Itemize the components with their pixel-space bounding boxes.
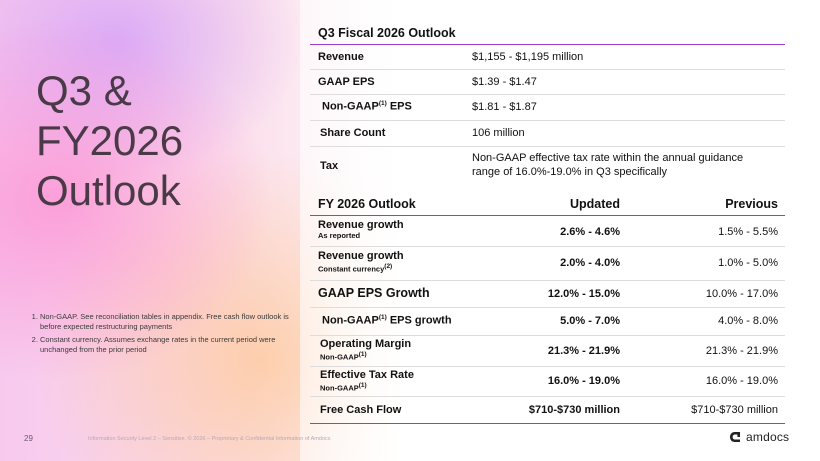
page-number: 29 bbox=[24, 434, 33, 443]
row-separator bbox=[310, 69, 785, 70]
row-separator bbox=[310, 280, 785, 281]
q3-label-tax: Tax bbox=[320, 160, 339, 172]
confidentiality-footer: Information Security Level 2 – Sensitive… bbox=[88, 436, 331, 442]
q3-value-gaap-eps: $1.39 - $1.47 bbox=[472, 76, 537, 88]
row-separator bbox=[310, 396, 785, 397]
fy-updated-non-gaap-eps-growth: 5.0% - 7.0% bbox=[560, 315, 620, 327]
fy-previous-free-cash-flow: $710-$730 million bbox=[691, 404, 778, 416]
amdocs-logo-icon bbox=[730, 432, 740, 442]
fy-previous-gaap-eps-growth: 10.0% - 17.0% bbox=[705, 288, 778, 300]
fy-previous-operating-margin: 21.3% - 21.9% bbox=[705, 345, 778, 357]
table-panel bbox=[300, 0, 820, 461]
q3-label-revenue: Revenue bbox=[318, 51, 364, 63]
fy-title-rule bbox=[310, 215, 785, 216]
fy-previous-revenue-growth-cc: 1.0% - 5.0% bbox=[718, 257, 778, 269]
q3-label-share-count: Share Count bbox=[320, 127, 386, 139]
fy-updated-revenue-growth: 2.6% - 4.6% bbox=[560, 226, 620, 238]
fy-label-revenue-growth: Revenue growth As reported bbox=[318, 219, 404, 240]
row-separator bbox=[310, 94, 785, 95]
amdocs-wordmark: amdocs bbox=[746, 430, 790, 444]
fy-label-operating-margin: Operating Margin Non-GAAP(1) bbox=[320, 338, 412, 362]
q3-value-tax: Non-GAAP effective tax rate within the a… bbox=[472, 152, 744, 178]
slide-title: Q3 & FY2026 Outlook bbox=[36, 67, 184, 214]
fy-previous-non-gaap-eps-growth: 4.0% - 8.0% bbox=[718, 315, 778, 327]
q3-label-non-gaap-eps: Non-GAAP(1) EPS bbox=[322, 100, 412, 113]
q3-value-non-gaap-eps: $1.81 - $1.87 bbox=[472, 101, 537, 113]
fy-col-previous: Previous bbox=[725, 197, 778, 211]
footnote-1: Non-GAAP. See reconciliation tables in a… bbox=[40, 312, 300, 332]
q3-label-gaap-eps: GAAP EPS bbox=[318, 76, 375, 88]
row-separator bbox=[310, 120, 785, 121]
footnotes: Non-GAAP. See reconciliation tables in a… bbox=[20, 312, 300, 358]
fy-outlook-title: FY 2026 Outlook bbox=[318, 197, 416, 211]
fy-label-non-gaap-eps-growth: Non-GAAP(1) EPS growth bbox=[322, 314, 452, 327]
fy-label-free-cash-flow: Free Cash Flow bbox=[320, 404, 402, 416]
fy-label-effective-tax-rate: Effective Tax Rate Non-GAAP(1) bbox=[320, 369, 414, 393]
fy-bottom-rule bbox=[310, 423, 785, 424]
fy-updated-effective-tax-rate: 16.0% - 19.0% bbox=[547, 375, 620, 387]
q3-value-share-count: 106 million bbox=[472, 127, 525, 139]
row-separator bbox=[310, 246, 785, 247]
fy-label-revenue-growth-cc: Revenue growth Constant currency(2) bbox=[318, 250, 404, 274]
fy-previous-effective-tax-rate: 16.0% - 19.0% bbox=[705, 375, 778, 387]
fy-col-updated: Updated bbox=[570, 197, 620, 211]
row-separator bbox=[310, 366, 785, 367]
q3-value-revenue: $1,155 - $1,195 million bbox=[472, 51, 584, 63]
row-separator bbox=[310, 307, 785, 308]
fy-updated-operating-margin: 21.3% - 21.9% bbox=[547, 345, 620, 357]
fy-label-gaap-eps-growth: GAAP EPS Growth bbox=[318, 286, 430, 300]
fy-previous-revenue-growth: 1.5% - 5.5% bbox=[718, 226, 778, 238]
q3-outlook-title: Q3 Fiscal 2026 Outlook bbox=[318, 26, 456, 40]
fy-updated-revenue-growth-cc: 2.0% - 4.0% bbox=[560, 257, 620, 269]
row-separator bbox=[310, 335, 785, 336]
amdocs-logo: amdocs bbox=[728, 430, 789, 444]
footnote-2: Constant currency. Assumes exchange rate… bbox=[40, 335, 300, 355]
row-separator bbox=[310, 146, 785, 147]
fy-updated-gaap-eps-growth: 12.0% - 15.0% bbox=[547, 288, 620, 300]
q3-title-rule bbox=[310, 44, 785, 45]
fy-updated-free-cash-flow: $710-$730 million bbox=[528, 404, 620, 416]
